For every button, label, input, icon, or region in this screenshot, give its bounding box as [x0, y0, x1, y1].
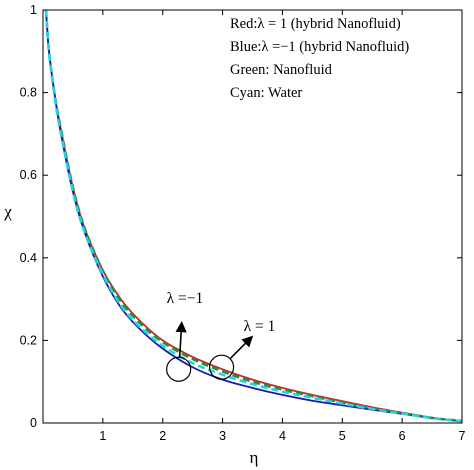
y-tick-label: 0.6 [20, 168, 37, 182]
annotation-arrow-lambda-1 [230, 335, 254, 359]
x-tick-label: 1 [99, 429, 106, 443]
annotations-layer: λ =−1 λ = 1 [166, 290, 276, 382]
x-tick-label: 7 [459, 429, 466, 443]
legend-entry: Cyan: Water [230, 85, 302, 101]
series-layer [44, 9, 463, 423]
legend-entry: Red:λ = 1 (hybrid Nanofluid) [230, 16, 401, 32]
x-tick-label: 5 [339, 429, 346, 443]
x-tick-label: 6 [399, 429, 406, 443]
annotation-circle-lambda-1 [208, 354, 235, 380]
annotation-label-lambda-1: λ = 1 [244, 318, 276, 335]
y-tick-label: 0.4 [20, 251, 37, 265]
x-axis-label: η [250, 448, 259, 467]
annotation-circle-lambda-minus-1 [166, 356, 192, 382]
legend: Red:λ = 1 (hybrid Nanofluid) Blue:λ =−1 (… [230, 16, 409, 101]
y-axis-label: χ [3, 202, 12, 221]
x-tick-label: 3 [219, 429, 226, 443]
y-tick-label: 0.8 [20, 86, 37, 100]
annotation-arrow-lambda-minus-1 [175, 321, 187, 358]
y-tick-label: 0.2 [20, 333, 37, 347]
ticks-layer: 1 2 3 4 5 6 7 0 0.2 0.4 0.6 0.8 1 [20, 3, 466, 443]
plot-frame [42, 9, 463, 424]
x-tick-label: 2 [159, 429, 166, 443]
legend-entry: Green: Nanofluid [230, 62, 333, 78]
series-line-cyan [44, 9, 463, 423]
y-tick-label: 0 [30, 416, 37, 430]
legend-entry: Blue:λ =−1 (hybrid Nanofluid) [230, 39, 409, 55]
annotation-label-lambda-minus-1: λ =−1 [167, 290, 204, 307]
plot-frame-layer [42, 9, 463, 424]
x-tick-label: 4 [279, 429, 286, 443]
y-tick-label: 1 [30, 3, 37, 17]
